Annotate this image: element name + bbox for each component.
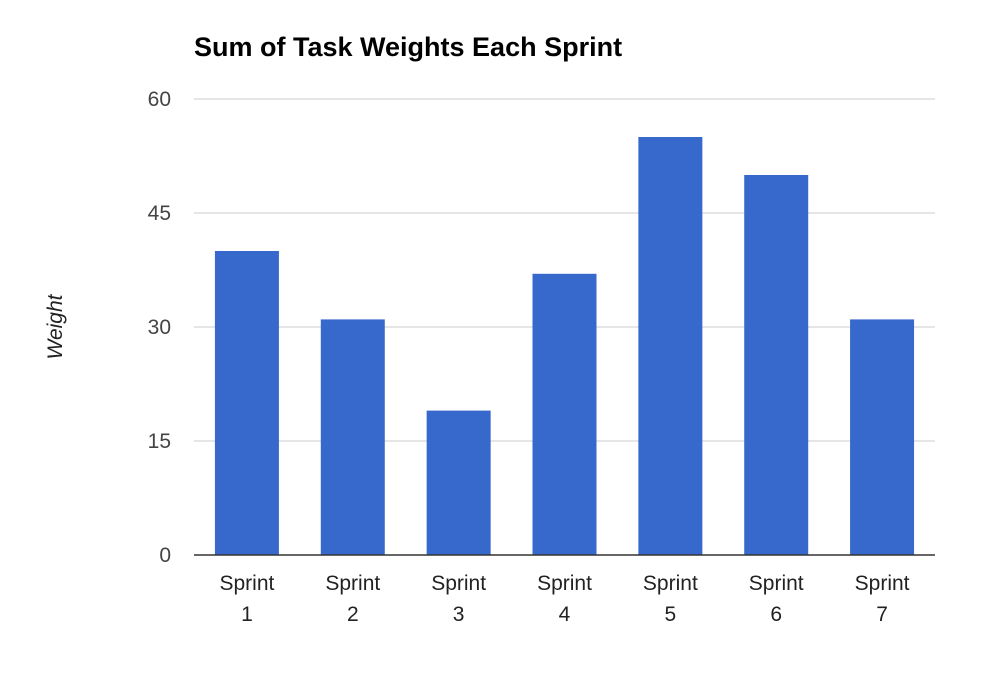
y-tick-label: 15 [148, 430, 171, 453]
y-tick-label: 0 [159, 544, 171, 567]
y-tick-labels: 0 15 30 45 60 [148, 88, 171, 567]
x-tick-label: 7 [876, 603, 888, 626]
x-tick-label: 5 [665, 603, 677, 626]
y-tick-label: 60 [148, 88, 171, 111]
bar [214, 251, 279, 555]
x-tick-labels: Sprint 1 Sprint 2 Sprint 3 Sprint 4 Sprint 5 Sprin… [219, 572, 909, 626]
y-tick-label: 30 [148, 316, 171, 339]
bars [214, 137, 915, 555]
bar [638, 137, 703, 555]
x-tick-label: Sprint [749, 572, 804, 595]
x-tick-label: 2 [347, 603, 359, 626]
x-tick-label: 3 [453, 603, 465, 626]
y-tick-label: 45 [148, 202, 171, 225]
y-axis-label: Weight [44, 293, 67, 359]
bar [850, 319, 915, 555]
bar [320, 319, 385, 555]
x-tick-label: Sprint [325, 572, 380, 595]
x-tick-label: Sprint [431, 572, 486, 595]
x-tick-label: Sprint [219, 572, 274, 595]
bar [532, 273, 597, 555]
bar [744, 175, 809, 555]
x-tick-label: Sprint [855, 572, 910, 595]
x-tick-label: 1 [241, 603, 253, 626]
x-tick-label: Sprint [537, 572, 592, 595]
chart-title: Sum of Task Weights Each Sprint [194, 32, 622, 62]
x-tick-label: 6 [770, 603, 782, 626]
x-tick-label: 4 [559, 603, 571, 626]
x-tick-label: Sprint [643, 572, 698, 595]
bar [426, 410, 491, 555]
